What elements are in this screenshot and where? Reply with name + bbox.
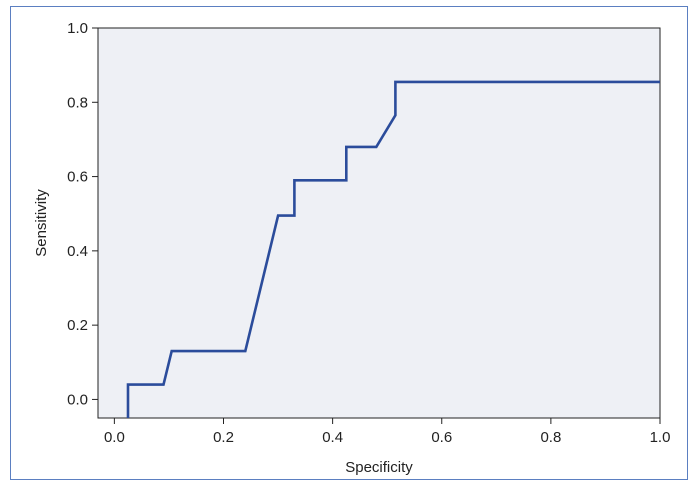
x-tick-label: 0.8 — [540, 429, 561, 446]
y-tick-label: 0.8 — [67, 94, 88, 111]
y-tick-label: 1.0 — [67, 20, 88, 37]
series-line — [126, 80, 660, 418]
x-tick-label: 0.6 — [431, 429, 452, 446]
x-tick-label: 0.2 — [213, 429, 234, 446]
x-tick-label: 0.4 — [322, 429, 343, 446]
axis-ticks: 0.0 0.2 0.4 0.6 0.8 1.0 0.0 0.2 0.4 0.6 0.8 1.0 — [67, 20, 670, 446]
y-tick-label: 0.6 — [67, 169, 88, 186]
y-axis-title: Sensitivity — [33, 189, 50, 257]
x-tick-label: 1.0 — [650, 429, 671, 446]
x-axis-title: Specificity — [345, 459, 413, 476]
y-tick-label: 0.2 — [67, 317, 88, 334]
plot-area — [97, 27, 661, 419]
y-tick-label: 0.4 — [67, 243, 88, 260]
x-tick-label: 0.0 — [104, 429, 125, 446]
y-tick-label: 0.0 — [67, 391, 88, 408]
